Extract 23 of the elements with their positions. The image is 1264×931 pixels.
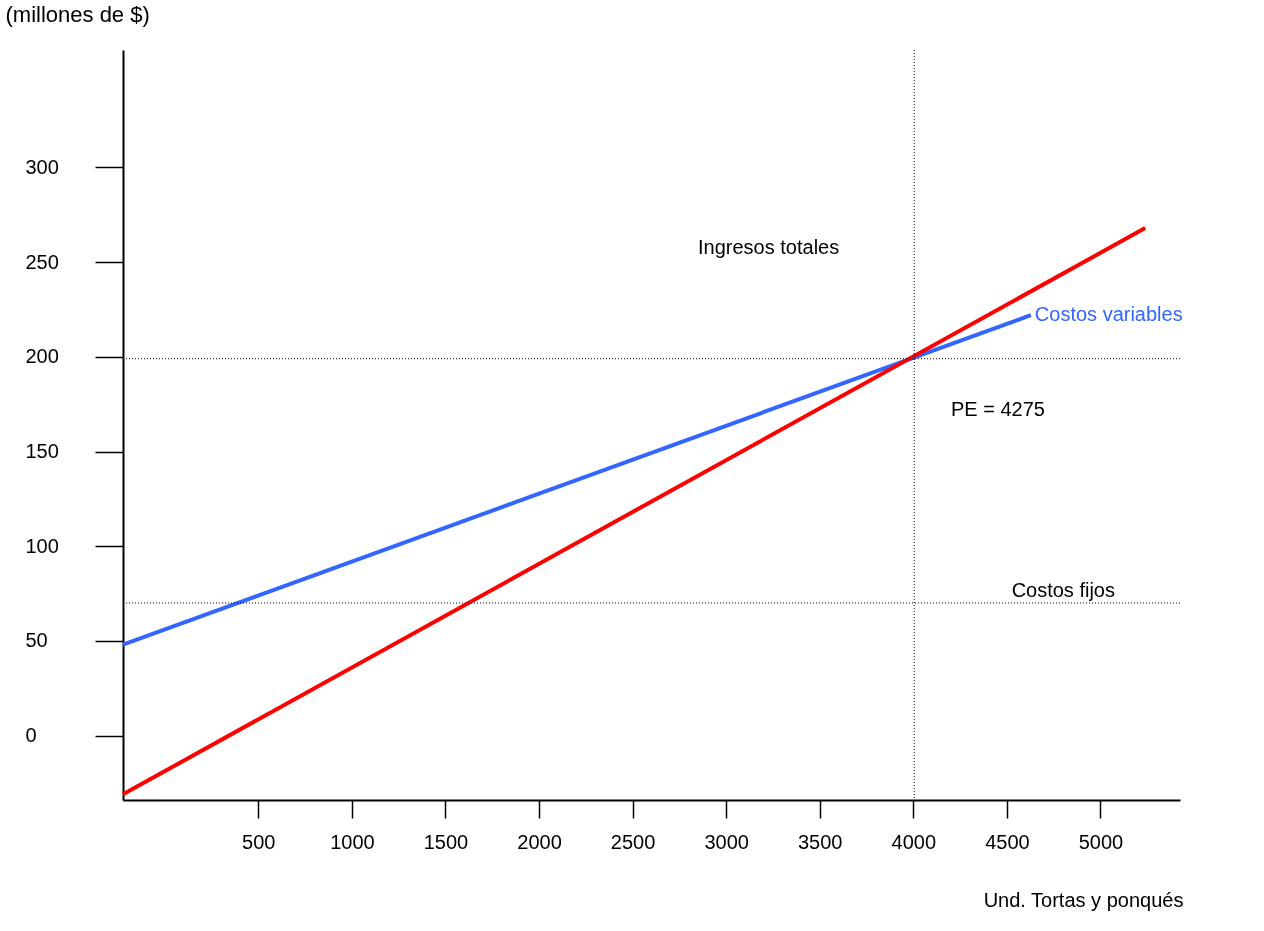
y-tick-label: 0 bbox=[25, 724, 37, 747]
x-tick-label: 1000 bbox=[330, 830, 375, 853]
x-tick-label: 500 bbox=[242, 830, 276, 853]
y-tick-label: 150 bbox=[25, 440, 59, 463]
x-tick-label: 3000 bbox=[704, 830, 749, 853]
y-tick-label: 50 bbox=[25, 629, 48, 652]
x-axis-title: Und. Tortas y ponqués bbox=[983, 888, 1184, 911]
x-tick-label: 4500 bbox=[985, 830, 1030, 853]
y-axis-title: (millones de $) bbox=[5, 1, 150, 27]
x-tick-label: 2000 bbox=[517, 830, 562, 853]
x-tick-label: 2500 bbox=[610, 830, 656, 853]
x-tick-label: 1500 bbox=[423, 830, 469, 853]
x-tick-label: 3500 bbox=[797, 830, 843, 853]
x-tick-label: 4000 bbox=[891, 830, 937, 853]
y-tick-label: 200 bbox=[25, 345, 59, 368]
series-label: Costos variables bbox=[1034, 303, 1183, 326]
annotation: PE = 4275 bbox=[951, 398, 1045, 420]
y-tick-label: 100 bbox=[25, 534, 59, 557]
annotation: Ingresos totales bbox=[698, 236, 840, 258]
y-tick-label: 300 bbox=[25, 155, 59, 178]
y-tick-label: 250 bbox=[25, 250, 59, 273]
x-tick-label: 5000 bbox=[1078, 830, 1124, 853]
ref-line-label: Costos fijos bbox=[1011, 579, 1115, 602]
